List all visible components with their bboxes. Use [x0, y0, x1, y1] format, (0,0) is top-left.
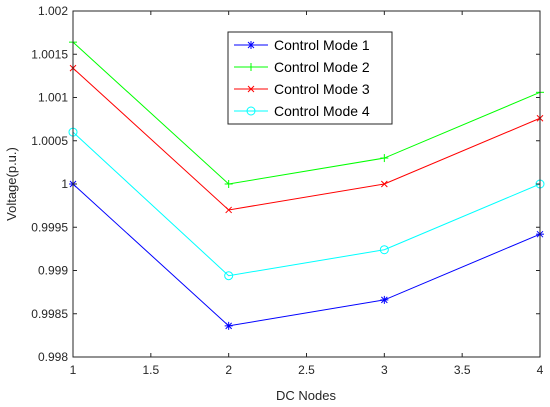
ticks-layer: 1 1.5 2 2.5 3 3.5 4 0.998 0.9985 0.999 0.9995 1 1.00… [31, 4, 543, 377]
series-line [72, 183, 541, 327]
y-tick-label: 0.999 [38, 264, 68, 278]
legend-entry: Control Mode 3 [234, 81, 370, 97]
data-point [380, 295, 389, 304]
legend-label: Control Mode 4 [274, 103, 370, 119]
legend-label: Control Mode 1 [274, 37, 370, 53]
x-tick-label: 2 [225, 363, 232, 377]
x-tick-label: 1 [70, 363, 77, 377]
y-tick-label: 1.0005 [31, 134, 68, 148]
legend-swatch-marker [247, 85, 255, 93]
legend-box [227, 31, 393, 125]
x-tick-label: 4 [537, 363, 544, 377]
y-tick-label: 1.001 [38, 91, 68, 105]
legend-label: Control Mode 3 [274, 81, 370, 97]
x-tick-label: 3.5 [454, 363, 471, 377]
legend-entry: Control Mode 1 [234, 37, 370, 53]
series-line [72, 41, 541, 185]
legend-entry: Control Mode 2 [234, 59, 370, 75]
legend-swatch-marker [246, 106, 256, 116]
data-point [224, 180, 233, 188]
series-line [72, 67, 541, 211]
y-tick-label: 1.0015 [31, 47, 68, 61]
x-tick-label: 2.5 [298, 363, 315, 377]
legend: Control Mode 1 Control Mode 2 Control Mode… [227, 31, 393, 125]
x-tick-label: 3 [381, 363, 388, 377]
legend-label: Control Mode 2 [274, 59, 370, 75]
y-tick-label: 0.9985 [31, 307, 68, 321]
x-tick-label: 1.5 [142, 363, 159, 377]
y-tick-label: 0.998 [38, 350, 68, 364]
data-point [380, 154, 389, 163]
y-tick-label: 1 [61, 177, 68, 191]
data-point [379, 245, 389, 255]
legend-swatch-marker [247, 41, 255, 49]
y-axis-label: Voltage(p.u.) [4, 147, 19, 221]
legend-entry: Control Mode 4 [234, 103, 370, 119]
legend-swatch-marker [247, 63, 255, 71]
y-tick-label: 0.9995 [31, 220, 68, 234]
y-tick-label: 1.002 [38, 4, 68, 18]
data-point [224, 271, 234, 281]
series-line [72, 131, 541, 277]
data-point [225, 206, 233, 214]
data-point [380, 180, 388, 188]
x-axis-label: DC Nodes [276, 388, 336, 403]
data-point [224, 321, 233, 330]
